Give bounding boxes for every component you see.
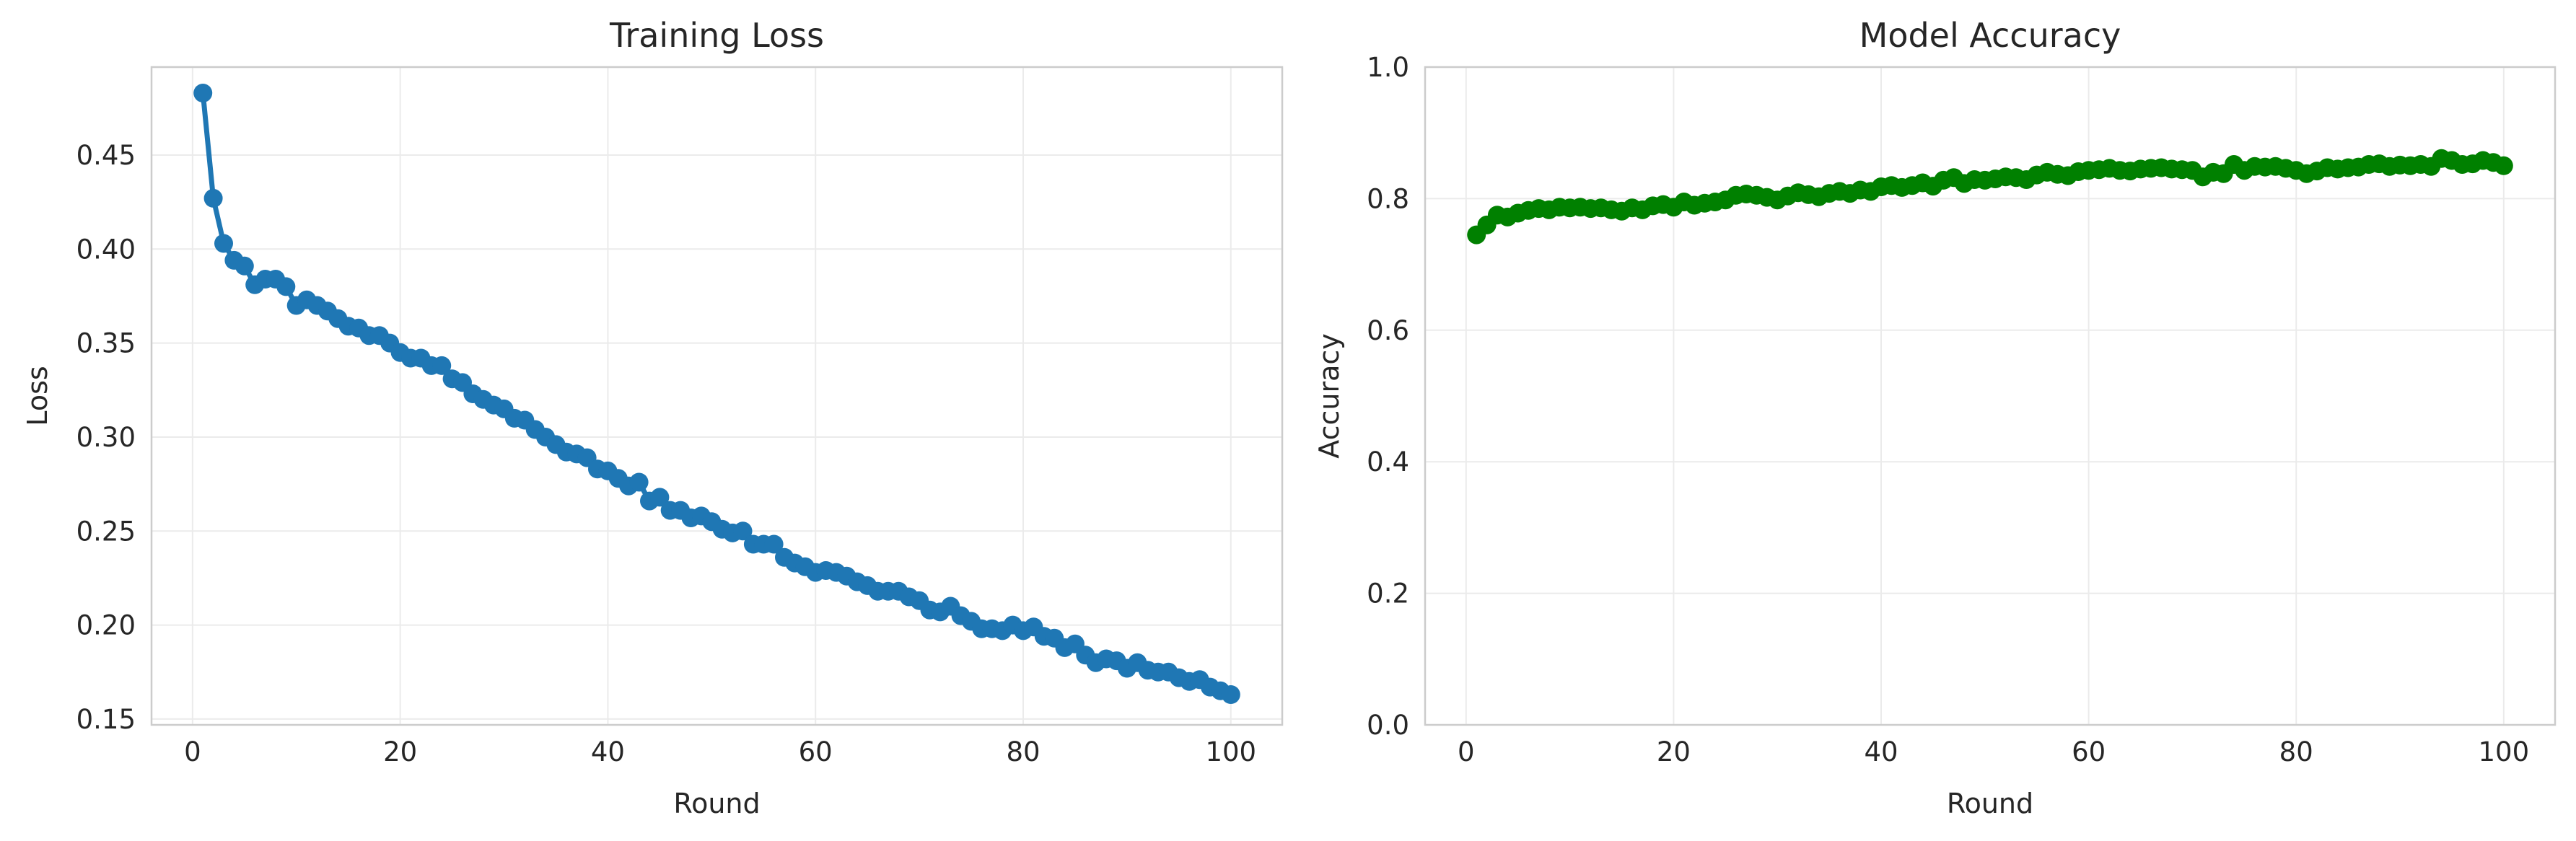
loss-y-tick-label: 0.30 [76, 422, 136, 453]
accuracy-x-tick-label: 80 [2279, 736, 2313, 767]
loss-y-tick-label: 0.25 [76, 516, 136, 547]
accuracy-data-point [2494, 156, 2513, 175]
loss-data-point [733, 521, 753, 541]
loss-y-tick-label: 0.45 [76, 140, 136, 171]
accuracy-y-tick-label: 1.0 [1367, 52, 1409, 83]
accuracy-series [1467, 149, 2513, 245]
loss-data-point [193, 84, 213, 102]
accuracy-y-tick-label: 0.2 [1367, 578, 1409, 609]
loss-x-tick-label: 0 [184, 736, 201, 767]
loss-y-tick-label: 0.20 [76, 610, 136, 641]
accuracy-y-tick-label: 0.0 [1367, 710, 1409, 741]
loss-x-tick-label: 60 [799, 736, 833, 767]
accuracy-y-tick-label: 0.8 [1367, 183, 1409, 214]
accuracy-x-tick-label: 100 [2479, 736, 2530, 767]
loss-x-tick-label: 20 [383, 736, 417, 767]
accuracy-x-tick-label: 40 [1864, 736, 1898, 767]
loss-series [193, 84, 1240, 704]
accuracy-x-tick-label: 0 [1458, 736, 1475, 767]
loss-data-point [235, 256, 254, 276]
accuracy-x-tick-label: 60 [2072, 736, 2106, 767]
loss-x-tick-label: 40 [591, 736, 625, 767]
accuracy-ticks: 0 20 40 60 80 100 0.0 0.2 0.4 0.6 0.8 1.0 [1367, 52, 2529, 767]
accuracy-plot-frame [1424, 66, 2557, 726]
loss-data-point [764, 534, 784, 554]
accuracy-y-tick-label: 0.6 [1367, 315, 1409, 346]
loss-data-point [1221, 685, 1240, 704]
loss-plot-frame [150, 66, 1284, 726]
loss-y-tick-label: 0.40 [76, 234, 136, 265]
loss-data-point [203, 188, 223, 208]
accuracy-chart-title: Model Accuracy [1859, 16, 2121, 55]
loss-x-tick-label: 100 [1205, 736, 1256, 767]
loss-x-tick-label: 80 [1006, 736, 1040, 767]
loss-data-point [650, 488, 670, 507]
accuracy-y-axis-label: Accuracy [1313, 333, 1345, 459]
loss-y-tick-label: 0.15 [76, 704, 136, 735]
loss-chart-title: Training Loss [609, 16, 824, 55]
accuracy-y-tick-label: 0.4 [1367, 446, 1409, 477]
loss-y-tick-label: 0.35 [76, 328, 136, 359]
model-accuracy-chart: 0 20 40 60 80 100 0.0 0.2 0.4 0.6 0.8 1.0 Model Acc… [1313, 16, 2557, 819]
loss-data-point [276, 277, 296, 296]
loss-x-axis-label: Round [673, 788, 760, 819]
loss-data-point [214, 234, 233, 253]
accuracy-x-axis-label: Round [1947, 788, 2033, 819]
accuracy-x-tick-label: 20 [1657, 736, 1691, 767]
training-loss-chart: 0 20 40 60 80 100 0.15 0.20 0.25 0.30 0.35 0.40 0.45… [22, 16, 1284, 819]
loss-data-point [629, 472, 649, 492]
loss-data-point [432, 356, 452, 375]
loss-ticks: 0 20 40 60 80 100 0.15 0.20 0.25 0.30 0.35 0.40 0.45 [76, 140, 1256, 767]
loss-y-axis-label: Loss [22, 366, 53, 426]
